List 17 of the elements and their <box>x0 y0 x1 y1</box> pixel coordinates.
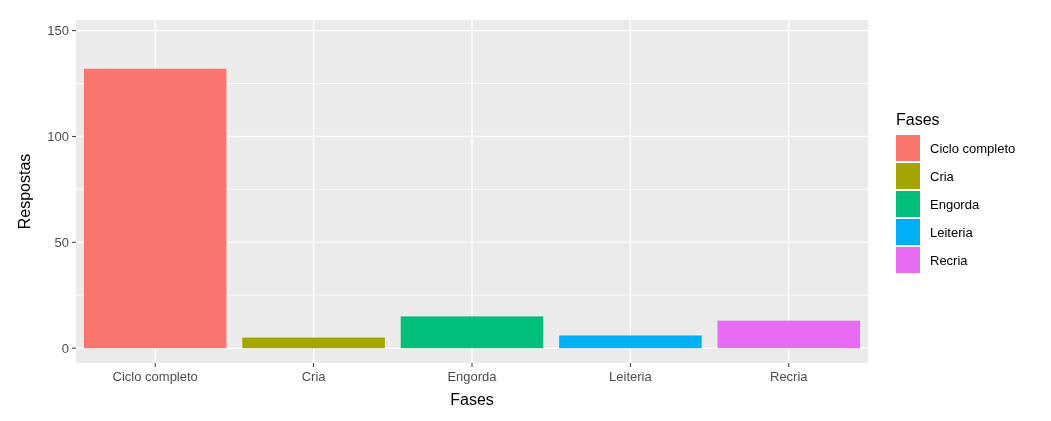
legend-label: Engorda <box>930 196 980 212</box>
x-tick-label: Leiteria <box>609 369 653 384</box>
x-tick-label: Recria <box>770 369 809 384</box>
x-tick-label: Engorda <box>447 369 498 384</box>
y-axis-title: Respostas <box>16 153 33 230</box>
x-axis-title: Fases <box>450 391 494 408</box>
legend-title: Fases <box>896 111 940 128</box>
y-tick-label: 50 <box>54 234 69 250</box>
x-tick-label: Cria <box>301 369 327 384</box>
y-tick-label: 100 <box>47 129 69 144</box>
y-tick-label: 0 <box>61 340 69 356</box>
legend-label: Recria <box>930 252 969 268</box>
legend-label: Cria <box>930 168 955 184</box>
y-tick-label: 150 <box>47 23 69 39</box>
legend-label: Ciclo completo <box>930 140 1016 156</box>
legend-label: Leiteria <box>930 224 974 240</box>
x-tick-label: Ciclo completo <box>112 369 198 384</box>
